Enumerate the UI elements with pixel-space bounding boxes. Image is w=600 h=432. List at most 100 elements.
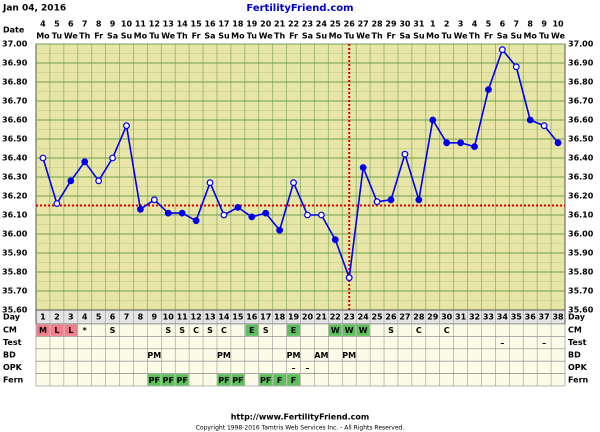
weekday-label: We (161, 32, 176, 41)
date-label: 31 (413, 20, 425, 29)
day-number: 4 (82, 313, 88, 322)
cell-text: F (291, 376, 296, 385)
temperature-point (471, 143, 478, 151)
temperature-point (457, 139, 464, 147)
weekday-label: Sa (497, 32, 508, 41)
cell-highlight (36, 324, 50, 336)
y-tick-label-right: 36.40 (568, 154, 594, 163)
date-label: 10 (121, 20, 133, 29)
temperature-point (498, 46, 506, 54)
day-number: 16 (246, 313, 258, 322)
y-tick-label: 36.40 (2, 154, 28, 163)
date-label: 30 (399, 20, 411, 29)
weekday-label: Su (511, 32, 523, 41)
weekday-label: Sa (399, 32, 410, 41)
temperature-point (331, 236, 339, 244)
day-number: 35 (511, 313, 523, 322)
cell-text: PF (218, 376, 229, 385)
y-tick-label-right: 36.90 (568, 59, 594, 68)
date-label: 4 (472, 20, 478, 29)
weekday-label: Fr (192, 32, 201, 41)
footer-url[interactable]: http://www.FertilityFriend.com (231, 413, 370, 422)
cell-highlight (64, 324, 78, 336)
y-tick-label: 35.80 (2, 268, 28, 277)
cell-highlight (287, 324, 300, 336)
weekday-label: Fr (484, 32, 493, 41)
date-label: 3 (458, 20, 464, 29)
cell-text: PF (177, 376, 188, 385)
date-label: Date (3, 26, 25, 35)
temperature-point (234, 203, 242, 211)
cell-text: E (249, 326, 254, 335)
temperature-point (248, 213, 256, 221)
day-number: 26 (385, 313, 397, 322)
date-label: 12 (149, 20, 160, 29)
y-tick-label: 35.90 (2, 249, 28, 258)
cell-text: S (263, 326, 269, 335)
date-label: 26 (344, 20, 356, 29)
y-tick-label: 35.60 (2, 306, 28, 315)
cell-text: L (68, 326, 73, 335)
cell-highlight (287, 374, 300, 386)
day-number: 27 (399, 313, 410, 322)
date-label: 8 (527, 20, 533, 29)
day-number: 23 (344, 313, 355, 322)
day-number: 37 (539, 313, 550, 322)
date-label: 25 (330, 20, 342, 29)
y-tick-label: 36.10 (2, 211, 28, 220)
cell-text: * (83, 326, 88, 335)
y-tick-label-right: 36.70 (568, 97, 594, 106)
date-label: 14 (177, 20, 189, 29)
day-number: 13 (204, 313, 215, 322)
day-number: 15 (232, 313, 244, 322)
date-label: 28 (371, 20, 383, 29)
day-number: 8 (138, 313, 144, 322)
temperature-point (178, 209, 186, 217)
cell-highlight (175, 374, 189, 386)
day-number: 11 (177, 313, 189, 322)
temperature-point (485, 86, 492, 93)
cell-text: PF (260, 376, 271, 385)
cell-text: – (542, 339, 546, 348)
y-tick-label-right: 36.30 (568, 173, 594, 182)
day-number: 1 (40, 313, 46, 322)
y-tick-label: 37.00 (2, 40, 28, 49)
row-label-right: Test (568, 338, 587, 347)
day-number: 2 (54, 313, 60, 322)
date-label: 23 (302, 20, 313, 29)
weekday-label: Mo (329, 32, 343, 41)
footer-copyright: Copyright 1998-2016 Tamtris Web Services… (196, 425, 405, 432)
weekday-label: Tu (149, 32, 160, 41)
date-label: 17 (218, 20, 229, 29)
date-label: 9 (541, 20, 547, 29)
cell-highlight (245, 324, 259, 336)
day-number: 22 (330, 313, 341, 322)
temperature-point (95, 177, 103, 185)
temperature-point (150, 196, 158, 204)
temperature-point (401, 150, 409, 158)
date-label: 9 (110, 20, 116, 29)
date-label: 5 (54, 20, 60, 29)
day-number: 9 (152, 313, 158, 322)
date-label: 27 (358, 20, 369, 29)
date-label: 20 (260, 20, 272, 29)
row-label: CM (3, 326, 17, 335)
header-site[interactable]: FertilityFriend.com (246, 3, 353, 14)
temperature-point (81, 158, 89, 166)
temperature-point (109, 154, 116, 162)
y-tick-label-right: 37.00 (568, 40, 594, 49)
temperature-point (192, 217, 200, 225)
weekday-label: Fr (94, 32, 103, 41)
day-label: Day (3, 313, 21, 322)
temperature-point (123, 122, 130, 130)
cell-text: PF (163, 376, 174, 385)
y-tick-label: 36.70 (2, 97, 28, 106)
row-label: BD (3, 351, 16, 360)
y-tick-label: 35.70 (2, 287, 28, 296)
row-label: Fern (3, 375, 24, 384)
day-number: 30 (441, 313, 453, 322)
row-label-right: OPK (568, 363, 588, 372)
weekday-label: Mo (231, 32, 245, 41)
row-label-right: CM (568, 326, 582, 335)
